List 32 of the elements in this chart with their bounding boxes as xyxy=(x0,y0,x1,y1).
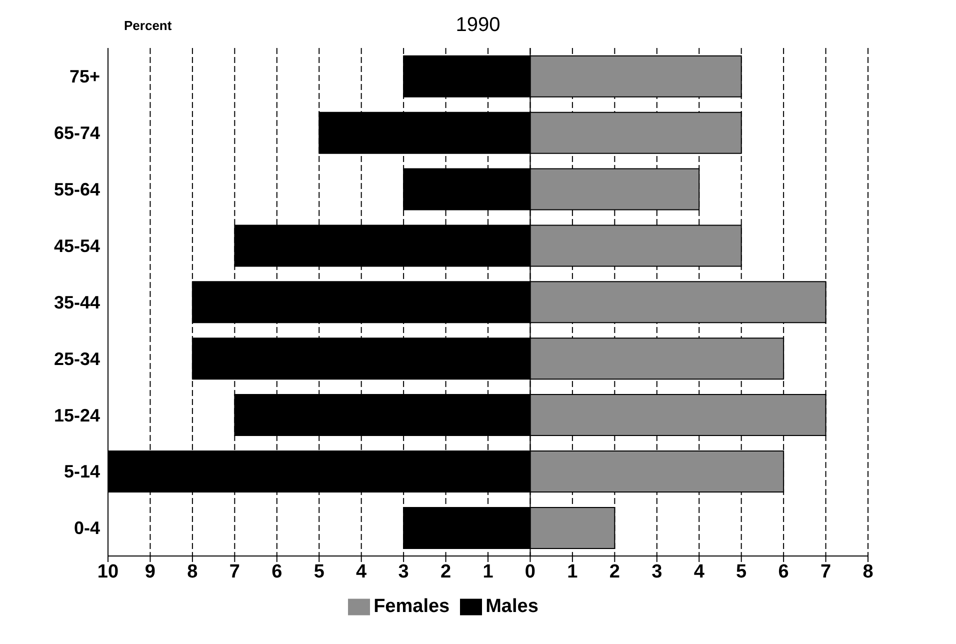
x-tick-label: 5 xyxy=(314,561,325,582)
y-tick-label: 55-64 xyxy=(54,179,100,200)
y-tick-label: 65-74 xyxy=(54,123,100,144)
y-tick-label: 15-24 xyxy=(54,405,100,426)
x-tick-label: 3 xyxy=(652,561,662,582)
chart-title: 1990 xyxy=(456,14,500,36)
x-tick-label: 4 xyxy=(356,561,368,582)
x-tick-label: 6 xyxy=(272,561,282,582)
x-tick-label: 8 xyxy=(862,561,874,582)
x-tick-label: 7 xyxy=(229,561,240,582)
x-tick-label: 0 xyxy=(524,561,536,582)
legend-label: Males xyxy=(486,596,538,617)
x-tick-label: 8 xyxy=(187,561,198,582)
x-tick-label: 5 xyxy=(736,561,748,582)
x-tick-label: 9 xyxy=(144,561,156,582)
x-tick-label: 2 xyxy=(440,561,452,582)
y-tick-label: 45-54 xyxy=(54,236,100,256)
x-tick-label: 7 xyxy=(820,561,832,582)
x-tick-label: 1 xyxy=(482,561,494,582)
y-tick-label: 35-44 xyxy=(54,292,100,312)
legend-label: Females xyxy=(374,596,450,617)
x-tick-label: 4 xyxy=(694,561,705,582)
x-tick-label: 10 xyxy=(97,561,119,582)
y-tick-label: 0-4 xyxy=(74,518,100,538)
x-tick-label: 2 xyxy=(609,561,620,582)
x-axis-title: Percent xyxy=(124,18,172,33)
x-tick-label: 6 xyxy=(778,561,789,582)
x-tick-label: 1 xyxy=(567,561,578,582)
x-tick-label: 3 xyxy=(398,561,409,582)
y-tick-label: 75+ xyxy=(69,66,100,87)
y-tick-label: 5-14 xyxy=(64,462,100,482)
y-tick-label: 25-34 xyxy=(54,348,100,369)
